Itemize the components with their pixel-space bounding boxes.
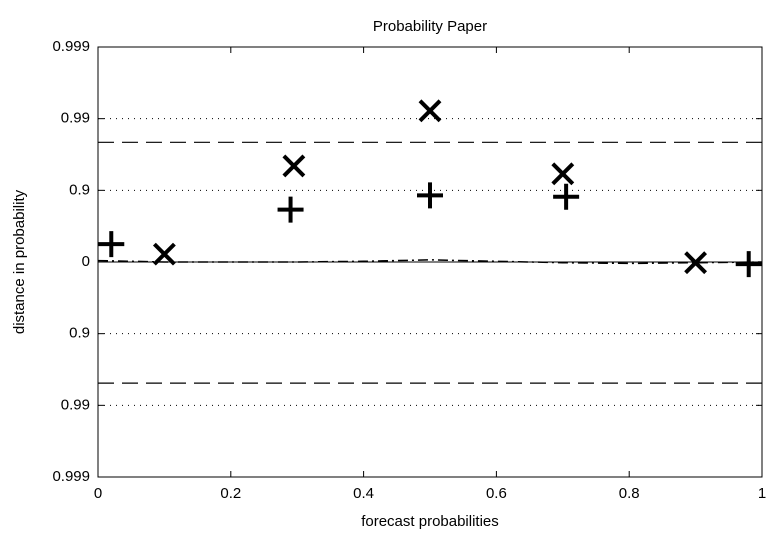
marker	[553, 183, 580, 210]
y-tick-label: 0.9	[69, 325, 90, 342]
x-tick-label: 0.4	[353, 485, 374, 502]
x-tick-label: 1	[758, 485, 766, 502]
marker	[551, 162, 575, 186]
marker	[684, 251, 708, 275]
marker	[152, 242, 176, 266]
y-tick-label: 0.99	[61, 110, 90, 127]
y-tick-label: 0	[82, 253, 90, 270]
y-tick-label: 0.99	[61, 396, 90, 413]
chart-title: Probability Paper	[373, 18, 487, 35]
x-tick-label: 0.2	[220, 485, 241, 502]
y-tick-label: 0.999	[52, 38, 90, 55]
x-tick-label: 0.6	[486, 485, 507, 502]
marker	[417, 182, 443, 209]
x-tick-label: 0	[94, 485, 102, 502]
plot-frame	[97, 46, 763, 478]
marker	[282, 154, 306, 178]
x-axis-label: forecast probabilities	[361, 513, 499, 530]
marker	[735, 251, 762, 278]
marker	[418, 99, 442, 123]
y-axis-label: distance in probability	[11, 189, 28, 334]
marker	[277, 196, 304, 223]
y-tick-label: 0.999	[52, 468, 90, 485]
marker	[98, 231, 125, 258]
x-tick-label: 0.8	[619, 485, 640, 502]
y-tick-label: 0.9	[69, 181, 90, 198]
